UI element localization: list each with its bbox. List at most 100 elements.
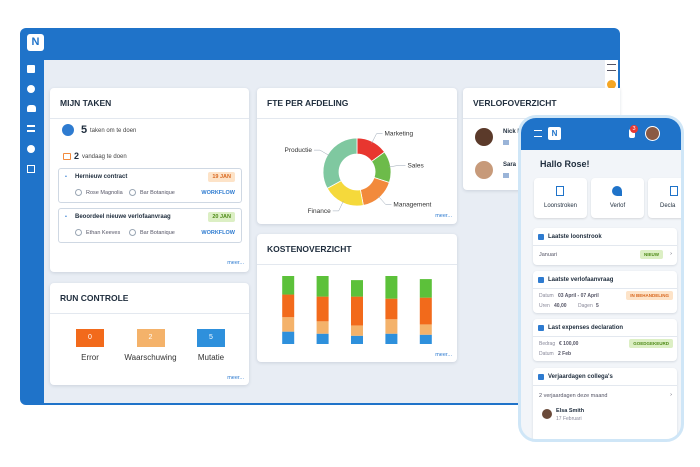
bar-segment — [419, 279, 432, 298]
nav-home[interactable] — [27, 65, 35, 73]
task-title: Hernieuw contract — [75, 174, 128, 180]
slice-label: Marketing — [385, 131, 414, 138]
birthday-date: 17 Februari — [556, 416, 582, 422]
section-icon — [538, 277, 544, 283]
person-icon — [75, 229, 82, 236]
tile[interactable]: Decla — [648, 178, 681, 218]
card-title: FTE PER AFDELING — [267, 98, 349, 108]
divider — [50, 118, 249, 119]
task-date: 19 JAN — [208, 172, 235, 182]
more-link[interactable]: meer... — [227, 260, 244, 266]
slice-label: Finance — [308, 208, 332, 215]
cost-card: KOSTENOVERZICHT meer... — [257, 234, 457, 362]
bell-icon[interactable] — [629, 129, 635, 138]
more-link[interactable]: meer... — [435, 352, 452, 358]
bar-segment — [316, 333, 329, 344]
today-count: 2 — [74, 151, 80, 161]
field-value: € 100,00 — [559, 341, 579, 347]
phone-logo[interactable]: N — [548, 127, 561, 140]
person-name: Sara — [503, 162, 517, 168]
nav-reports[interactable] — [27, 165, 35, 173]
field-label: Uren — [539, 303, 550, 309]
status-icon[interactable] — [607, 80, 616, 89]
field-value: 40,00 — [554, 303, 567, 309]
task-item[interactable]: • Hernieuw contract 19 JAN Rose Magnolia… — [58, 168, 242, 203]
task-location: Bar Botanique — [140, 190, 175, 196]
divider — [533, 245, 677, 246]
field-label: Dagen — [578, 303, 593, 309]
leave-icon — [503, 173, 509, 178]
leader-line — [377, 195, 392, 205]
location-icon — [129, 189, 136, 196]
card-title: RUN CONTROLE — [60, 293, 129, 303]
section-icon — [538, 234, 544, 240]
bar-segment — [282, 331, 295, 344]
nav-settings[interactable] — [27, 145, 35, 153]
brand-logo[interactable]: N — [27, 34, 44, 51]
location-icon — [129, 229, 136, 236]
phone: N 3 Hallo Rose! Loonstroken Verlof Decla… — [518, 115, 684, 442]
bar-segment — [385, 276, 398, 299]
divider — [533, 336, 677, 337]
pie-slice — [322, 137, 358, 189]
status-label: Mutatie — [197, 353, 225, 362]
status-badge: IN BEHANDELING — [626, 291, 673, 300]
donut-chart: Marketing Sales Management Finance Productie — [285, 131, 432, 215]
nav-compass[interactable] — [27, 85, 35, 93]
user-avatar[interactable] — [645, 126, 660, 141]
tile[interactable]: Loonstroken — [534, 178, 587, 218]
avatar — [542, 409, 552, 419]
pie-slice — [359, 177, 390, 206]
bar-segment — [385, 298, 398, 320]
section-title: Verjaardagen collega's — [548, 374, 613, 380]
tile-label: Loonstroken — [543, 203, 578, 209]
chevron: › — [670, 251, 672, 257]
task-item[interactable]: • Beoordeel nieuwe verlofaanvraag 20 JAN… — [58, 208, 242, 243]
task-person: Ethan Keeves — [86, 230, 121, 236]
tile-label: Decla — [660, 203, 676, 209]
field-value: 2 Feb — [558, 351, 572, 357]
payslip-card[interactable]: Laatste loonstrook Januari NIEUW › — [533, 228, 677, 265]
person-name: Nick L — [503, 129, 522, 135]
birthday-summary: 2 verjaardagen deze maand — [539, 393, 608, 399]
nav-people[interactable] — [27, 105, 36, 112]
field-label: Datum — [539, 351, 554, 357]
bullet: • — [65, 174, 67, 180]
task-location: Bar Botanique — [140, 230, 175, 236]
leader-line — [388, 165, 406, 168]
check-icon — [62, 124, 74, 136]
bar-segment — [282, 317, 295, 332]
status-label: Error — [81, 353, 99, 362]
status-count: 2 — [136, 329, 165, 347]
stacked-bar-chart — [282, 276, 432, 344]
fte-card: FTE PER AFDELING Marketing Sales Managemen… — [257, 88, 457, 224]
section-title: Laatste loonstrook — [548, 234, 602, 240]
menu-icon[interactable] — [607, 64, 616, 71]
bar-segment — [282, 276, 295, 295]
birthday-card[interactable]: Verjaardagen collega's 2 verjaardagen de… — [533, 368, 677, 439]
task-tag: WORKFLOW — [201, 190, 235, 196]
more-link[interactable]: meer... — [227, 375, 244, 381]
chevron: › — [670, 392, 672, 398]
divider — [533, 288, 677, 289]
section-icon — [538, 374, 544, 380]
greeting: Hallo Rose! — [540, 159, 590, 169]
open-label: taken om te doen — [90, 128, 137, 134]
nav-list[interactable] — [27, 125, 35, 132]
bar-segment — [351, 335, 363, 344]
payslip-month: Januari — [539, 252, 558, 258]
status-label: Waarschuwing — [124, 353, 177, 362]
tile[interactable]: Verlof — [591, 178, 644, 218]
expense-card[interactable]: Last expenses declaration Bedrag € 100,0… — [533, 319, 677, 361]
avatar — [475, 128, 493, 146]
card-title: MIJN TAKEN — [60, 98, 112, 108]
bar-segment — [351, 280, 363, 297]
bar-segment — [419, 334, 432, 344]
more-link[interactable]: meer... — [435, 213, 452, 219]
leave-request-card[interactable]: Laatste verlofaanvraag Datum 03 April - … — [533, 271, 677, 313]
phone-menu[interactable] — [534, 130, 542, 137]
bar-segment — [351, 296, 363, 326]
calendar-icon — [63, 153, 71, 160]
birthday-name: Elsa Smith — [556, 408, 585, 414]
